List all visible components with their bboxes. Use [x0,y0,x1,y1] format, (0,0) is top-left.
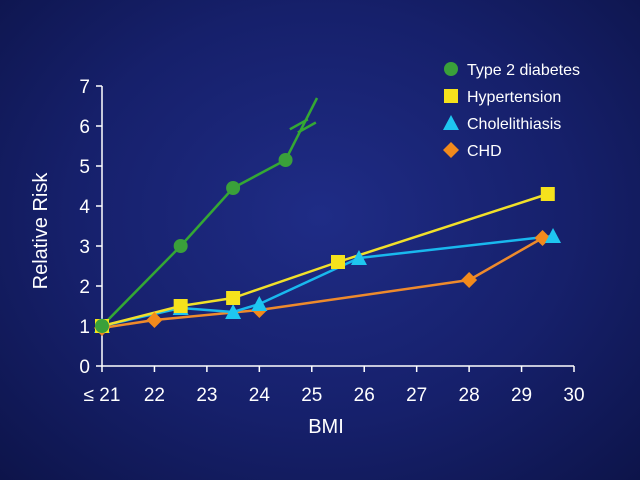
legend-marker-type-2-diabetes [444,62,458,76]
x-tick-label: 23 [196,385,217,406]
legend-marker-chd [443,142,459,158]
x-tick-label: 25 [301,385,322,406]
y-tick-label: 6 [79,117,90,138]
y-axis-label: Relative Risk [30,172,52,290]
x-tick-label: ≤ 21 [84,385,121,406]
y-tick-label: 2 [79,277,90,298]
series-line-cholelithiasis [101,234,554,328]
data-point-type-2-diabetes [226,181,241,195]
data-point-type-2-diabetes [278,153,293,167]
legend-label-hypertension: Hypertension [467,89,561,106]
legend-label-chd: CHD [467,143,502,160]
axis-break-marker [297,121,317,134]
data-point-hypertension [173,299,188,313]
series-line-extension-type-2-diabetes [284,97,319,161]
y-tick-label: 7 [79,77,90,98]
x-tick-label: 29 [511,385,532,406]
x-tick-label: 28 [459,385,480,406]
y-tick-label: 5 [79,157,90,178]
y-tick-label: 3 [79,237,90,258]
legend-label-type-2-diabetes: Type 2 diabetes [467,62,580,79]
data-point-cholelithiasis [251,296,268,311]
data-point-cholelithiasis [225,304,242,319]
data-point-chd [146,312,163,328]
x-tick-label: 26 [354,385,375,406]
x-tick-label: 27 [406,385,427,406]
y-tick-label: 0 [79,357,90,378]
data-point-hypertension [226,291,241,305]
y-tick-label: 4 [79,197,90,218]
data-point-cholelithiasis [350,250,367,265]
chart-series-markers [94,153,562,336]
x-tick-label: 24 [249,385,271,406]
y-tick-label: 1 [79,317,90,338]
series-line-chd [101,236,544,330]
legend-marker-hypertension [444,89,458,103]
data-point-hypertension [540,187,555,201]
data-point-type-2-diabetes [95,319,109,333]
legend-label-cholelithiasis: Cholelithiasis [467,116,561,133]
series-line-type-2-diabetes [101,158,287,327]
series-line-hypertension [101,192,549,328]
data-point-hypertension [331,255,345,269]
x-tick-label: 22 [144,385,165,406]
data-point-cholelithiasis [545,228,562,243]
legend-marker-cholelithiasis [443,115,459,130]
data-point-type-2-diabetes [173,239,188,253]
data-point-chd [461,272,478,288]
x-axis-label: BMI [308,416,344,438]
axis-break-marker [289,118,309,131]
x-tick-label: 30 [563,385,584,406]
chart-legend: Type 2 diabetes Hypertension Cholelithiasi… [443,62,580,160]
